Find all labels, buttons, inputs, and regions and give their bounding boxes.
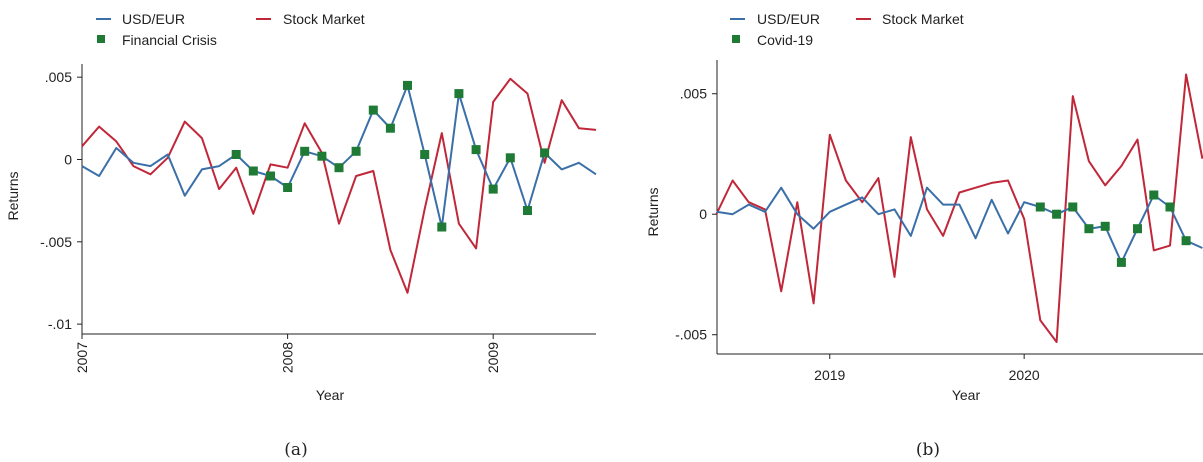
event-marker-point: [403, 80, 412, 90]
legend-b-marker-swatch: [732, 35, 740, 43]
event-marker-point: [523, 206, 532, 215]
x-tick-label: 2019: [814, 367, 845, 383]
x-ticks-a: 2007 2008 2009: [74, 334, 501, 373]
legend-b-usd-label: USD/EUR: [757, 11, 820, 27]
event-marker-point: [1116, 257, 1126, 267]
event-marker-point: [437, 222, 447, 232]
panel-b-covid: USD/EUR Stock Market Covid-19 .005 0 -.005…: [645, 11, 1203, 460]
legend-b-marker-label: Covid-19: [757, 32, 813, 48]
legend-a-stock-label: Stock Market: [283, 11, 365, 27]
event-marker-point: [471, 145, 481, 155]
y-tick-label: -.005: [40, 234, 72, 250]
event-marker-point: [248, 166, 258, 176]
y-tick-label: -.005: [675, 327, 707, 343]
x-ticks-b: 2019 2020: [814, 354, 1040, 383]
event-marker-point: [283, 183, 293, 192]
event-marker-point: [488, 184, 498, 194]
series-b: [715, 73, 1203, 343]
event-marker-point: [300, 146, 310, 156]
event-marker-point: [368, 105, 378, 115]
event-marker-point: [1133, 224, 1142, 234]
legend-a-marker-swatch: [97, 35, 105, 43]
y-ticks-a: .005 0 -.005 -.01: [40, 69, 82, 332]
event-marker-point: [420, 150, 430, 159]
y-ticks-b: .005 0 -.005: [675, 86, 717, 343]
event-marker-point: [1165, 202, 1175, 212]
event-marker-point: [1084, 224, 1094, 234]
event-marker-point: [1100, 221, 1110, 231]
event-marker-point: [334, 163, 344, 173]
x-tick-label: 2008: [280, 342, 296, 373]
event-marker-point: [1181, 236, 1191, 246]
usd-eur-line-a: [81, 84, 597, 228]
legend-a-marker-label: Financial Crisis: [122, 32, 217, 48]
event-marker-point: [505, 153, 515, 163]
event-marker-point: [1149, 190, 1159, 200]
x-axis-label-b: Year: [952, 387, 981, 403]
event-marker-point: [317, 151, 327, 161]
event-marker-point: [454, 89, 464, 99]
y-tick-label: .005: [45, 69, 72, 85]
event-marker-point: [351, 146, 361, 156]
event-marker-point: [1052, 209, 1062, 219]
y-axis-label-b: Returns: [645, 187, 661, 236]
stock-market-line-b: [715, 73, 1203, 343]
legend-b: USD/EUR Stock Market Covid-19: [730, 11, 964, 48]
panel-b-caption: (b): [916, 440, 940, 460]
y-tick-label: .005: [680, 86, 707, 102]
panel-a-financial-crisis: USD/EUR Stock Market Financial Crisis .0…: [5, 11, 597, 460]
legend-b-stock-label: Stock Market: [882, 11, 964, 27]
y-axis-label-a: Returns: [5, 171, 21, 220]
x-tick-label: 2007: [74, 342, 90, 373]
series-a: [81, 77, 597, 294]
panel-a-caption: (a): [284, 440, 307, 460]
stock-market-line-a: [81, 77, 597, 294]
x-tick-label: 2009: [485, 342, 501, 373]
legend-a: USD/EUR Stock Market Financial Crisis: [96, 11, 365, 48]
x-axis-label-a: Year: [316, 387, 345, 403]
y-tick-label: 0: [64, 151, 72, 167]
event-marker-point: [385, 123, 395, 133]
x-tick-label: 2020: [1009, 367, 1040, 383]
event-marker-point: [266, 171, 275, 181]
event-marker-point: [231, 150, 241, 159]
y-tick-label: -.01: [48, 316, 72, 332]
event-marker-point: [1035, 202, 1045, 212]
y-tick-label: 0: [699, 206, 707, 222]
event-marker-point: [540, 148, 550, 158]
legend-a-usd-label: USD/EUR: [122, 11, 185, 27]
event-marker-point: [1068, 202, 1078, 212]
